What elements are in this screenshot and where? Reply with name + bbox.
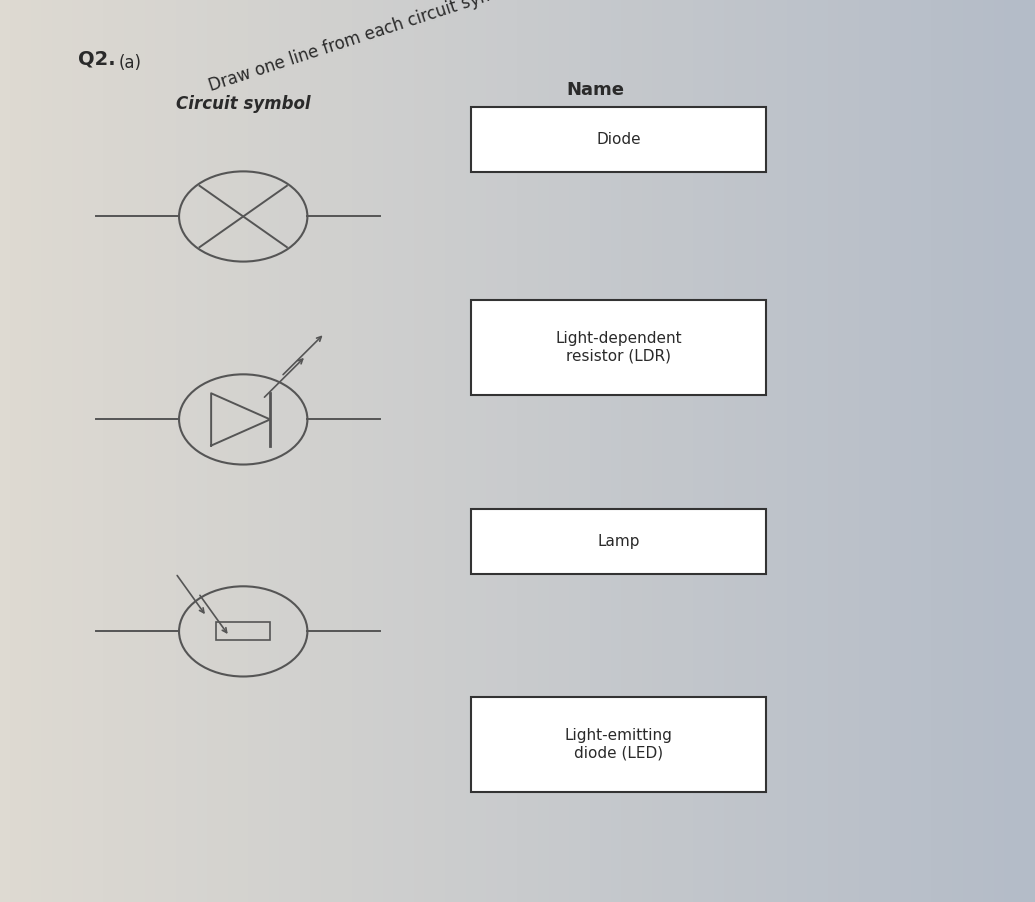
Bar: [471, 509, 766, 574]
Bar: [471, 299, 766, 395]
Bar: [216, 622, 270, 640]
Bar: [471, 107, 766, 172]
Text: Draw one line from each circuit symbol to its correct name.: Draw one line from each circuit symbol t…: [207, 0, 682, 95]
Text: Lamp: Lamp: [597, 534, 640, 548]
Text: (a): (a): [119, 54, 142, 72]
Text: Light-dependent
resistor (LDR): Light-dependent resistor (LDR): [555, 331, 682, 364]
Text: Q2.: Q2.: [78, 50, 115, 69]
Text: Light-emitting
diode (LED): Light-emitting diode (LED): [564, 728, 673, 760]
Text: Diode: Diode: [596, 133, 641, 147]
Text: Name: Name: [566, 81, 624, 99]
Bar: [471, 696, 766, 792]
Text: Circuit symbol: Circuit symbol: [176, 95, 310, 113]
